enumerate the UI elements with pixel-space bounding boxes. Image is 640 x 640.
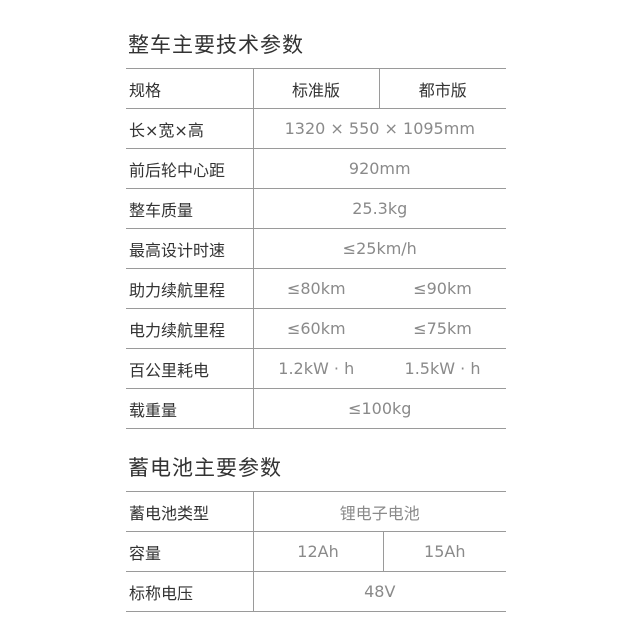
battery-specs-table: 蓄电池类型 锂电子电池 容量 12Ah 15Ah 标称电压 48V [126,491,507,612]
vehicle-specs-title: 整车主要技术参数 [128,33,304,57]
row-value-standard: 12Ah [253,531,384,572]
row-value: 920mm [253,148,506,189]
row-label: 最高设计时速 [126,228,254,269]
row-label: 助力续航里程 [126,268,254,309]
row-value: 25.3kg [253,188,506,229]
table-row: 容量 12Ah 15Ah [126,531,507,572]
row-value: 锂电子电池 [253,491,507,532]
row-label: 长×宽×高 [126,108,254,149]
row-value: ≤100kg [253,388,506,429]
row-value-urban: ≤75km [379,308,506,349]
row-value-standard: 1.2kW · h [253,348,379,389]
row-label: 容量 [126,531,254,572]
vehicle-specs-table: 规格 标准版 都市版 长×宽×高 1320 × 550 × 1095mm 前后轮中… [126,68,506,429]
row-value-standard: ≤80km [253,268,379,309]
row-label: 载重量 [126,388,254,429]
table-row: 前后轮中心距 920mm [126,148,506,189]
table-row: 载重量 ≤100kg [126,388,506,429]
battery-specs-title: 蓄电池主要参数 [128,456,282,480]
row-value-urban: 15Ah [383,531,507,572]
row-value-urban: 1.5kW · h [379,348,506,389]
header-standard: 标准版 [253,68,380,109]
row-label: 电力续航里程 [126,308,254,349]
table-row: 百公里耗电 1.2kW · h 1.5kW · h [126,348,506,389]
row-label: 标称电压 [126,571,254,612]
row-label: 前后轮中心距 [126,148,254,189]
table-row: 助力续航里程 ≤80km ≤90km [126,268,506,309]
table-row: 整车质量 25.3kg [126,188,506,229]
table-row: 长×宽×高 1320 × 550 × 1095mm [126,108,506,149]
row-label: 蓄电池类型 [126,491,254,532]
row-label: 百公里耗电 [126,348,254,389]
table-header-row: 规格 标准版 都市版 [126,68,506,109]
row-value-urban: ≤90km [379,268,506,309]
table-row: 最高设计时速 ≤25km/h [126,228,506,269]
header-urban: 都市版 [379,68,506,109]
row-value-standard: ≤60km [253,308,379,349]
header-label: 规格 [126,68,254,109]
row-value: ≤25km/h [253,228,506,269]
row-value: 48V [253,571,507,612]
table-row: 标称电压 48V [126,571,507,612]
table-row: 蓄电池类型 锂电子电池 [126,491,507,532]
row-value: 1320 × 550 × 1095mm [253,108,506,149]
table-row: 电力续航里程 ≤60km ≤75km [126,308,506,349]
row-label: 整车质量 [126,188,254,229]
